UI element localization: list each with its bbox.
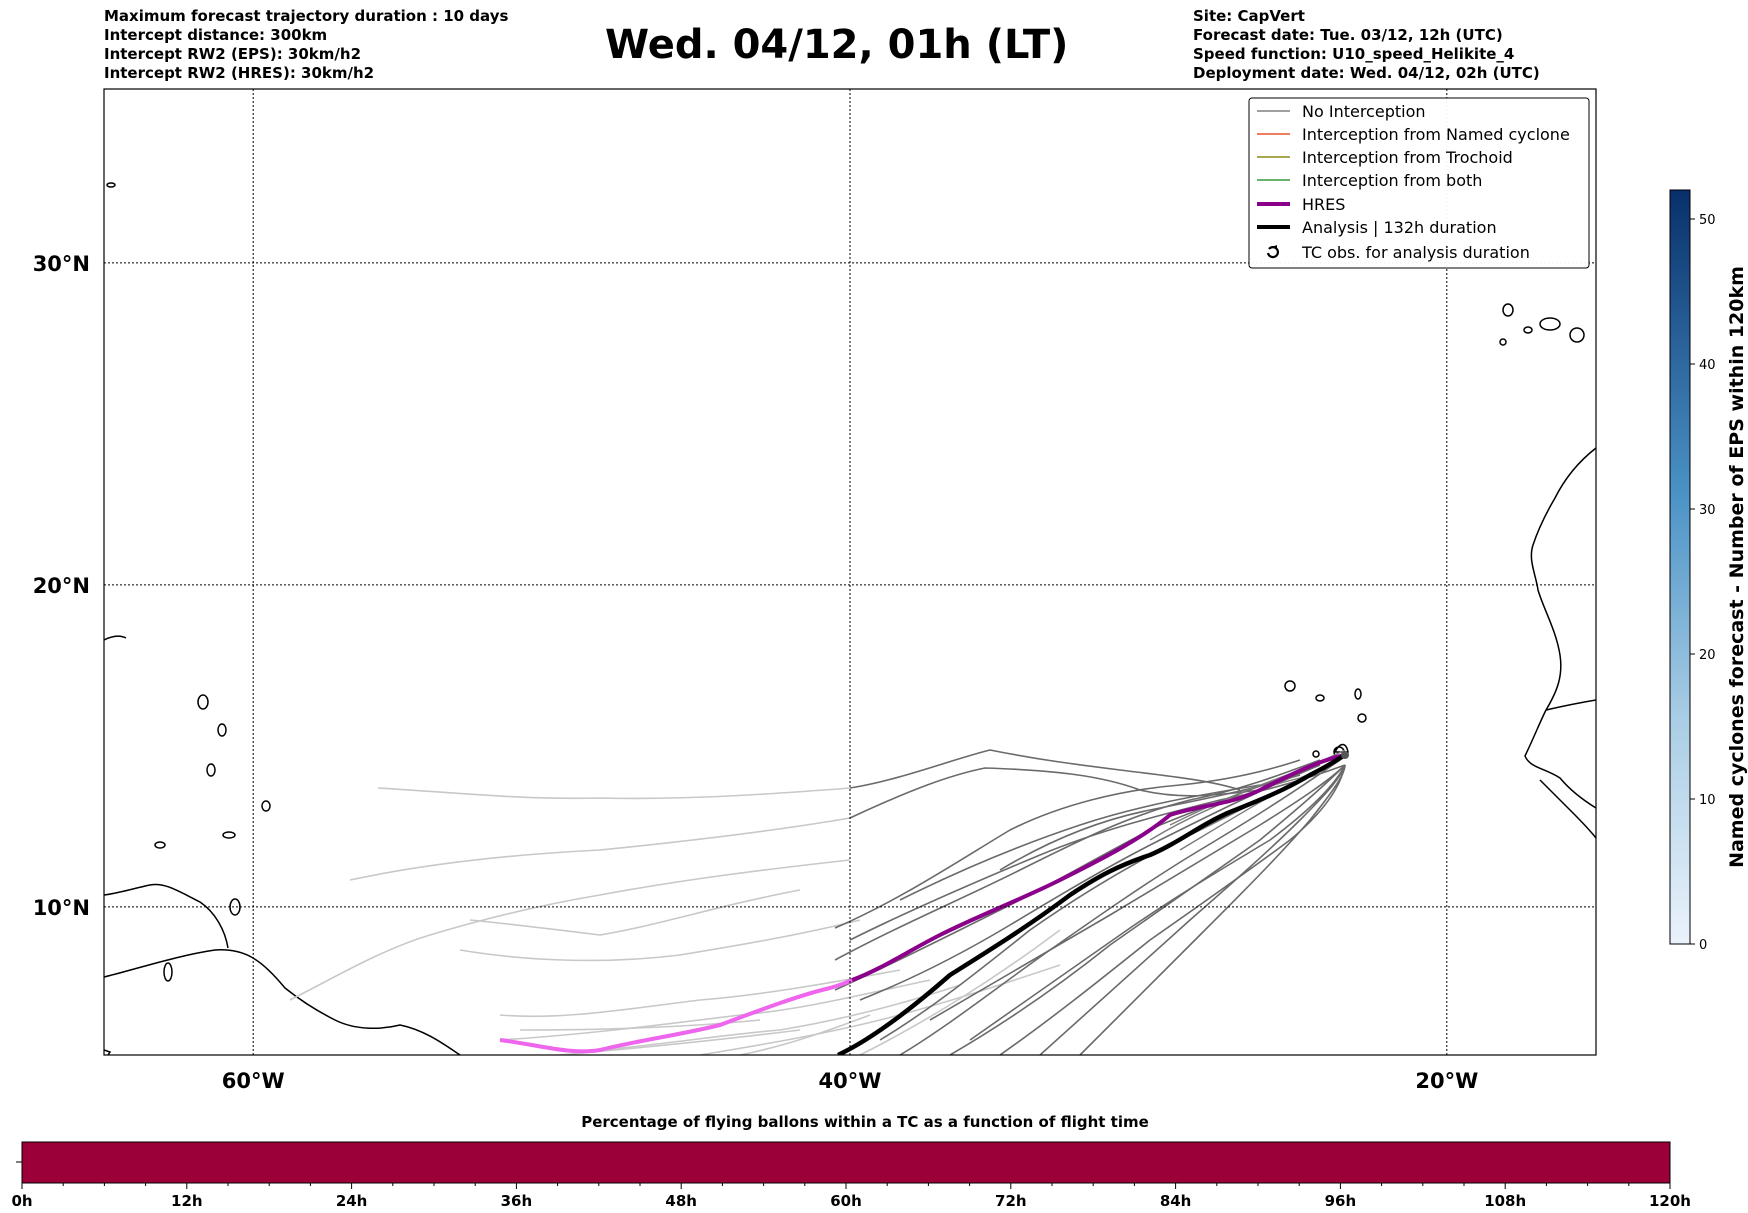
- colorbar-tick-label: 20: [1699, 648, 1716, 663]
- eps-trajectories-light: [289, 787, 1061, 1055]
- legend: No Interception Interception from Named …: [1248, 97, 1590, 269]
- colorbar: 0 10 20 30 40 50 Named cyclones forecast - Nu…: [1669, 189, 1748, 953]
- longitude-label: 60°W: [222, 1069, 285, 1093]
- legend-item-both: Interception from both: [1257, 171, 1482, 190]
- coastline-africa-detail: [1539, 699, 1596, 839]
- percentage-bar: Percentage of flying ballons within a TC…: [11, 1113, 1691, 1210]
- percentage-tick-label: 60h: [830, 1192, 862, 1210]
- colorbar-gradient: [1669, 189, 1691, 945]
- legend-label: Interception from Named cyclone: [1302, 125, 1570, 144]
- legend-label: Interception from Trochoid: [1302, 148, 1513, 167]
- map-frame: [103, 88, 1597, 1056]
- percentage-tick-label: 108h: [1484, 1192, 1526, 1210]
- intercept-hres-text: Intercept RW2 (HRES): 30km/h2: [104, 64, 375, 82]
- percentage-tick-label: 84h: [1160, 1192, 1192, 1210]
- coastline-venezuela: [104, 883, 229, 949]
- site-text: Site: CapVert: [1193, 7, 1305, 25]
- coastline-west-edge: [104, 1049, 112, 1055]
- legend-label: TC obs. for analysis duration: [1301, 243, 1530, 262]
- percentage-tick-label: 120h: [1649, 1192, 1691, 1210]
- longitude-labels: 60°W 40°W 20°W: [222, 1069, 1478, 1093]
- percentage-tick-label: 48h: [665, 1192, 697, 1210]
- cyclone-icon: [1266, 245, 1280, 259]
- latitude-label: 30°N: [33, 252, 90, 276]
- colorbar-tick-label: 0: [1699, 938, 1707, 953]
- legend-item-named-cyclone: Interception from Named cyclone: [1257, 125, 1570, 144]
- colorbar-ticks: 0 10 20 30 40 50: [1690, 213, 1716, 953]
- legend-label: HRES: [1302, 195, 1345, 214]
- percentage-tick-label: 96h: [1325, 1192, 1357, 1210]
- legend-item-no-interception: No Interception: [1257, 102, 1426, 121]
- colorbar-label: Named cyclones forecast - Number of EPS …: [1726, 266, 1748, 868]
- legend-item-analysis: Analysis | 132h duration: [1257, 218, 1497, 237]
- latitude-label: 10°N: [33, 896, 90, 920]
- coastlines: [104, 447, 1596, 1055]
- colorbar-tick-label: 50: [1699, 213, 1716, 228]
- deployment-date-text: Deployment date: Wed. 04/12, 02h (UTC): [1193, 64, 1540, 82]
- page-title: Wed. 04/12, 01h (LT): [605, 22, 1069, 68]
- percentage-bar-fill: [21, 1141, 1671, 1184]
- percentage-tick-label: 0h: [11, 1192, 32, 1210]
- legend-label: Interception from both: [1302, 171, 1482, 190]
- latitude-label: 20°N: [33, 574, 90, 598]
- coastline-africa: [1524, 447, 1596, 809]
- longitude-label: 20°W: [1415, 1069, 1478, 1093]
- hres-track: [851, 753, 1346, 982]
- legend-item-tc-obs: TC obs. for analysis duration: [1266, 243, 1530, 262]
- colorbar-tick-label: 30: [1699, 503, 1716, 518]
- colorbar-tick-label: 10: [1699, 793, 1716, 808]
- percentage-tick-label: 36h: [501, 1192, 533, 1210]
- legend-label: No Interception: [1302, 102, 1426, 121]
- legend-item-trochoid: Interception from Trochoid: [1257, 148, 1513, 167]
- forecast-date-text: Forecast date: Tue. 03/12, 12h (UTC): [1193, 26, 1503, 44]
- map-area: 30°N 20°N 10°N 60°W 40°W 20°W No Interceptio…: [33, 88, 1597, 1093]
- latitude-labels: 30°N 20°N 10°N: [33, 252, 90, 920]
- percentage-bar-title: Percentage of flying ballons within a TC…: [581, 1113, 1149, 1131]
- longitude-label: 40°W: [819, 1069, 882, 1093]
- max-duration-text: Maximum forecast trajectory duration : 1…: [104, 7, 509, 25]
- legend-item-hres: HRES: [1257, 195, 1345, 214]
- speed-function-text: Speed function: U10_speed_Helikite_4: [1193, 45, 1515, 63]
- coastline-south-america: [104, 949, 461, 1055]
- analysis-track: [837, 753, 1347, 1055]
- intercept-eps-text: Intercept RW2 (EPS): 30km/h2: [104, 45, 361, 63]
- percentage-bar-ticks: 0h 12h 24h 36h 48h 60h 72h 84h 96h 108h 120h: [11, 1183, 1691, 1210]
- legend-box: [1248, 97, 1590, 269]
- deployment-site-marker: [1341, 751, 1349, 759]
- colorbar-tick-label: 40: [1699, 358, 1716, 373]
- legend-label: Analysis | 132h duration: [1302, 218, 1497, 237]
- hres-track-faded: [499, 978, 853, 1054]
- intercept-distance-text: Intercept distance: 300km: [104, 26, 328, 44]
- percentage-tick-label: 12h: [171, 1192, 203, 1210]
- eps-trajectories-dark: [834, 749, 1346, 1055]
- percentage-tick-label: 24h: [336, 1192, 368, 1210]
- islands: [106, 182, 1585, 982]
- percentage-tick-label: 72h: [995, 1192, 1027, 1210]
- coastline-caribbean: [104, 635, 127, 641]
